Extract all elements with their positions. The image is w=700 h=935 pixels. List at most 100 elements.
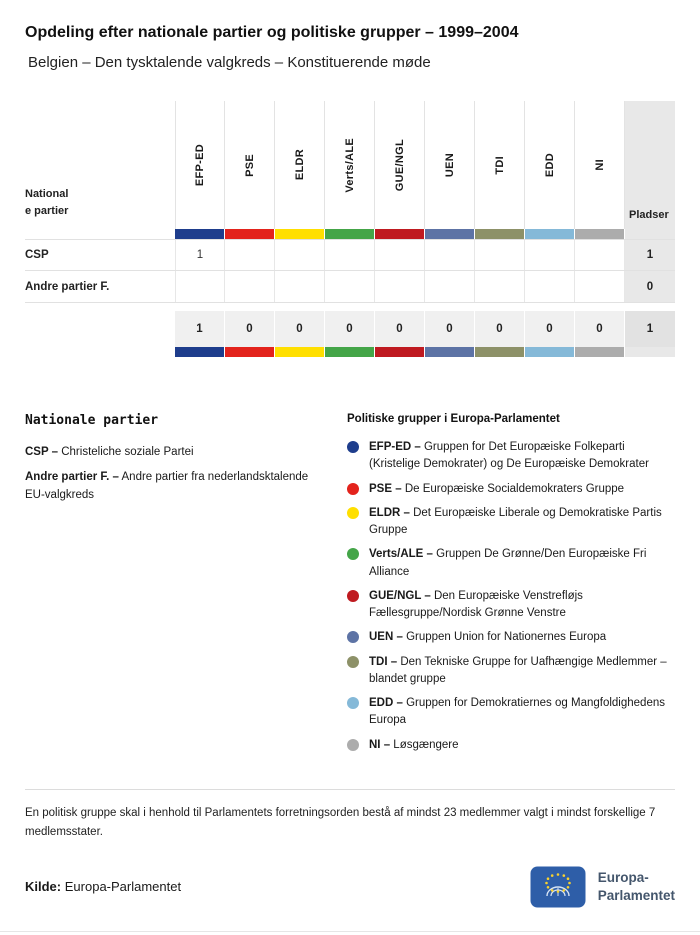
legend-item-edd: EDD – Gruppen for Demokratiernes og Mang… — [347, 695, 675, 730]
seats-table: National e partier EFP-ED PSE ELDR Verts… — [25, 101, 675, 357]
cell-value — [575, 271, 625, 302]
legend-item-andre-partier: Andre partier F. – Andre partier fra ned… — [25, 471, 309, 501]
cell-value — [475, 240, 525, 270]
color-bar-pse — [225, 347, 275, 357]
total-value: 0 — [325, 311, 375, 347]
total-value: 1 — [175, 311, 225, 347]
color-bar-pse — [225, 229, 275, 239]
color-bar-ni — [575, 347, 625, 357]
color-bar-eldr — [275, 347, 325, 357]
europa-parlamentet-logo — [530, 866, 586, 908]
column-header-verts-ale: Verts/ALE — [325, 101, 375, 229]
column-header-eldr: ELDR — [275, 101, 325, 229]
page-title: Opdeling efter nationale partier og poli… — [25, 24, 519, 41]
color-bar-efp-ed — [175, 229, 225, 239]
legend-item-verts-ale: Verts/ALE – Gruppen De Grønne/Den Europæ… — [347, 546, 675, 581]
edd-color-dot — [347, 697, 359, 709]
cell-value — [575, 240, 625, 270]
source-text: Europa-Parlamentet — [64, 879, 182, 895]
column-header-gue-ngl: GUE/NGL — [375, 101, 425, 229]
color-bar-uen — [425, 347, 475, 357]
group-color-bars-bottom — [25, 347, 675, 357]
legend-section: Nationale partier CSP – Christeliche soz… — [25, 413, 675, 761]
color-bar-verts-ale — [325, 347, 375, 357]
total-value: 0 — [375, 311, 425, 347]
color-bar-gue-ngl — [375, 347, 425, 357]
cell-value — [225, 271, 275, 302]
uen-color-dot — [347, 631, 359, 644]
color-bar-gue-ngl — [375, 229, 425, 239]
row-label: Andre partier F. — [25, 280, 110, 293]
legend-item-uen: UEN – Gruppen Union for Nationernes Euro… — [347, 629, 675, 646]
cell-value — [375, 271, 425, 302]
cell-value — [225, 240, 275, 270]
total-value: 0 — [225, 311, 275, 347]
column-header-ni: NI — [575, 101, 625, 229]
color-bar-verts-ale — [325, 229, 375, 239]
legend-national-parties: Nationale partier CSP – Christeliche soz… — [25, 413, 347, 761]
total-value: 0 — [525, 311, 575, 347]
logo-wordmark: Europa- Parlamentet — [597, 870, 675, 903]
efp-ed-color-dot — [347, 441, 359, 453]
color-bar-uen — [425, 229, 475, 239]
group-color-bars-top — [25, 229, 675, 239]
tdi-color-dot — [347, 655, 359, 668]
row-label: CSP — [25, 249, 49, 261]
legend-item-gue-ngl: GUE/NGL – Den Europæiske Venstrefløjs Fæ… — [347, 588, 675, 623]
column-header-pladser: Pladser — [625, 101, 675, 229]
total-seats-value: 1 — [625, 311, 675, 347]
color-bar-edd — [525, 347, 575, 357]
footer: Kilde: Europa-Parlamentet — [25, 866, 675, 908]
column-header-pse: PSE — [225, 101, 275, 229]
color-bar-eldr — [275, 229, 325, 239]
cell-value — [275, 240, 325, 270]
seats-value: 1 — [625, 240, 675, 270]
ni-color-dot — [347, 738, 359, 751]
footnote-text: En politisk gruppe skal i henhold til Pa… — [25, 806, 656, 838]
legend-item-efp-ed: EFP-ED – Gruppen for Det Europæiske Folk… — [347, 439, 675, 474]
eldr-color-dot — [347, 506, 359, 519]
source-label: Kilde: — [25, 879, 62, 895]
verts-ale-color-dot — [347, 548, 359, 561]
cell-value — [425, 271, 475, 302]
color-bar-efp-ed — [175, 347, 225, 357]
row-axis-label: National e partier — [25, 187, 69, 218]
legend-item-pse: PSE – De Europæiske Socialdemokraters Gr… — [347, 481, 675, 498]
legend-national-heading: Nationale partier — [25, 413, 159, 428]
gue-ngl-color-dot — [347, 589, 359, 602]
cell-value — [525, 271, 575, 302]
total-value: 0 — [475, 311, 525, 347]
pse-color-dot — [347, 482, 359, 495]
legend-item-ni: NI – Løsgængere — [347, 737, 675, 754]
cell-value — [325, 240, 375, 270]
column-header-tdi: TDI — [475, 101, 525, 229]
legend-item-tdi: TDI – Den Tekniske Gruppe for Uafhængige… — [347, 654, 675, 689]
source-line: Kilde: Europa-Parlamentet — [25, 879, 181, 894]
table-header-row: National e partier EFP-ED PSE ELDR Verts… — [25, 101, 675, 229]
column-header-uen: UEN — [425, 101, 475, 229]
table-row-csp: CSP 1 1 — [25, 239, 675, 271]
europa-parlamentet-branding: Europa- Parlamentet — [530, 866, 675, 908]
legend-political-groups: Politiske grupper i Europa-Parlamentet E… — [347, 413, 675, 761]
legend-groups-heading: Politiske grupper i Europa-Parlamentet — [347, 413, 560, 425]
page-subtitle: Belgien – Den tysktalende valgkreds – Ko… — [28, 54, 431, 71]
bottom-edge-rule — [0, 931, 700, 932]
color-bar-ni — [575, 229, 625, 239]
cell-value — [325, 271, 375, 302]
table-totals-row: 1 0 0 0 0 0 0 0 0 1 — [25, 311, 675, 347]
total-value: 0 — [425, 311, 475, 347]
color-bar-tdi — [475, 347, 525, 357]
color-bar-tdi — [475, 229, 525, 239]
legend-item-eldr: ELDR – Det Europæiske Liberale og Demokr… — [347, 505, 675, 540]
divider-rule — [25, 788, 675, 790]
table-row-andre-partier: Andre partier F. 0 — [25, 271, 675, 303]
color-bar-edd — [525, 229, 575, 239]
total-value: 0 — [575, 311, 625, 347]
legend-item-csp: CSP – Christeliche soziale Partei — [25, 446, 194, 458]
total-value: 0 — [275, 311, 325, 347]
cell-value: 1 — [175, 240, 225, 270]
column-header-efp-ed: EFP-ED — [175, 101, 225, 229]
cell-value — [375, 240, 425, 270]
cell-value — [425, 240, 475, 270]
